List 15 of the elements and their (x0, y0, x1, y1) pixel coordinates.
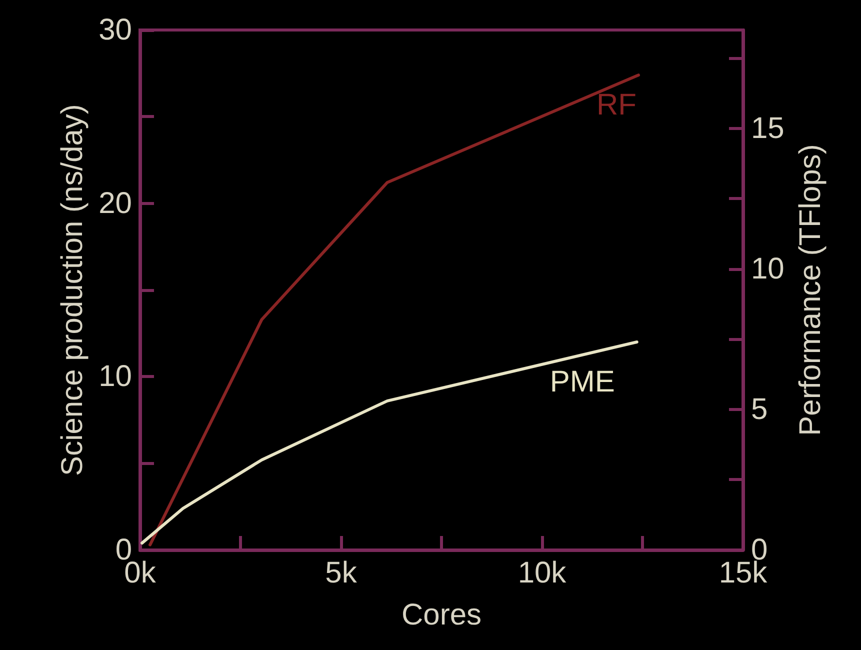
y-tick-label: 10 (98, 360, 132, 394)
x-tick-label: 10k (518, 556, 568, 590)
y-tick-label: 30 (98, 14, 132, 46)
y2-tick-label: 5 (751, 392, 768, 426)
line-series (140, 340, 638, 545)
y2-tick-label: 15 (751, 112, 784, 145)
line-series (148, 74, 640, 546)
y2-tick-label: 10 (751, 252, 784, 286)
series-label: RF (596, 88, 636, 122)
series-label: PME (550, 366, 615, 398)
x-tick-label: 5k (325, 556, 358, 590)
y-tick-label: 20 (98, 186, 132, 220)
y2-axis-title: Performance (TFlops) (794, 144, 827, 436)
x-axis-title: Cores (401, 598, 482, 632)
y-axis-title: Science production (ns/day) (56, 104, 90, 476)
